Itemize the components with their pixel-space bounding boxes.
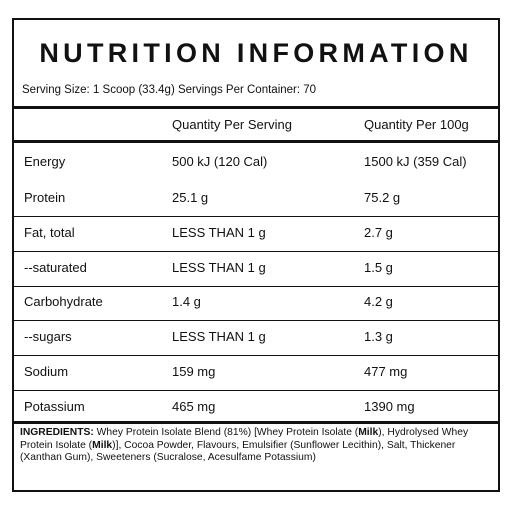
- row-label: Carbohydrate: [24, 294, 103, 309]
- cell-value: 465 mg: [172, 399, 216, 414]
- cell-value: LESS THAN 1 g: [172, 225, 266, 240]
- column-header: Quantity Per 100g: [364, 117, 469, 132]
- cell-value: 1.5 g: [364, 260, 393, 275]
- ingredients-text: )], Cocoa Powder, Flavours, Emulsifier (…: [20, 439, 456, 464]
- title: NUTRITION INFORMATION: [39, 38, 473, 68]
- cell-value: 1.3 g: [364, 329, 393, 344]
- ingredients-text: Milk: [92, 439, 113, 451]
- cell-value: 1.4 g: [172, 294, 201, 309]
- cell-value: 477 mg: [364, 364, 408, 379]
- cell-value: 500 kJ (120 Cal): [172, 154, 268, 169]
- cell-value: 4.2 g: [364, 294, 393, 309]
- row-label: --sugars: [24, 329, 72, 344]
- serving-info: Serving Size: 1 Scoop (33.4g) Servings P…: [22, 84, 317, 96]
- divider: [14, 421, 498, 424]
- row-label: Energy: [24, 154, 66, 169]
- row-divider: [14, 355, 498, 356]
- column-header: Quantity Per Serving: [172, 117, 292, 132]
- row-label: --saturated: [24, 260, 87, 275]
- cell-value: 2.7 g: [364, 225, 393, 240]
- row-divider: [14, 286, 498, 287]
- cell-value: LESS THAN 1 g: [172, 329, 266, 344]
- ingredients: INGREDIENTS: Whey Protein Isolate Blend …: [20, 427, 492, 465]
- cell-value: 1500 kJ (359 Cal): [364, 154, 467, 169]
- ingredients-text: Milk: [358, 427, 379, 438]
- label: NUTRITION INFORMATION Serving Size: 1 Sc…: [12, 18, 500, 492]
- divider: [14, 106, 498, 109]
- row-divider: [14, 216, 498, 217]
- row-divider: [14, 320, 498, 321]
- row-label: Potassium: [24, 399, 85, 414]
- cell-value: 1390 mg: [364, 399, 415, 414]
- cell-value: 159 mg: [172, 364, 216, 379]
- row-label: Protein: [24, 190, 66, 205]
- ingredients-text: INGREDIENTS:: [20, 427, 94, 438]
- row-divider: [14, 251, 498, 252]
- cell-value: 25.1 g: [172, 190, 209, 205]
- ingredients-text: ), Hydrolysed Whey Protein Isolate (: [20, 427, 469, 451]
- cell-value: 75.2 g: [364, 190, 401, 205]
- row-divider: [14, 390, 498, 391]
- row-label: Sodium: [24, 364, 69, 379]
- ingredients-text: Whey Protein Isolate Blend (81%) [Whey P…: [93, 427, 359, 438]
- cell-value: LESS THAN 1 g: [172, 260, 266, 275]
- divider: [14, 140, 498, 143]
- row-label: Fat, total: [24, 225, 75, 240]
